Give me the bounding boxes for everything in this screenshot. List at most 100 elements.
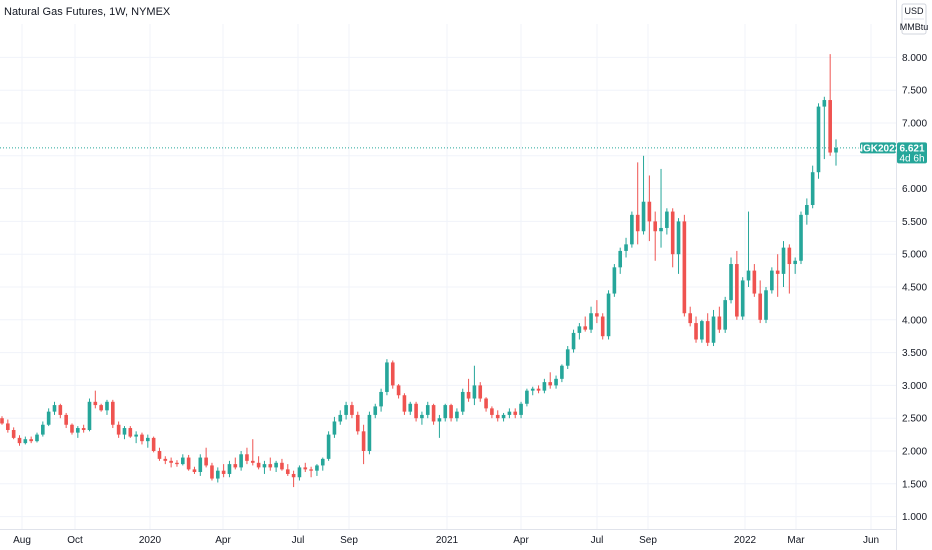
candle-body (694, 323, 698, 340)
candle (186, 454, 191, 471)
candle (17, 435, 22, 446)
candle-body (23, 439, 28, 444)
candle (245, 447, 249, 465)
candle (227, 460, 232, 478)
price-badge (897, 142, 927, 164)
candle (700, 319, 704, 343)
candle (560, 364, 564, 383)
candle-body (303, 467, 308, 470)
candle-body (764, 290, 768, 320)
candle-body (624, 244, 628, 251)
y-tick-label: 5.500 (902, 217, 927, 228)
candle-body (128, 428, 133, 437)
candle (758, 280, 762, 324)
candle-body (665, 211, 669, 228)
candle (612, 264, 617, 297)
candle (355, 411, 360, 435)
candle (595, 300, 599, 324)
candle (455, 408, 459, 422)
candle (431, 403, 436, 425)
candle (23, 436, 28, 445)
countdown-label: 4d 6h (899, 153, 924, 164)
candle-body (530, 388, 535, 391)
candle-body (443, 405, 448, 419)
candle (600, 313, 605, 340)
candle (379, 388, 383, 412)
candle-body (659, 227, 663, 232)
candle-body (291, 473, 296, 478)
candle-body (630, 214, 634, 245)
candle (793, 257, 797, 274)
x-tick-label: Apr (215, 535, 231, 546)
candle-body (186, 457, 191, 470)
candle-body (58, 405, 63, 415)
candle-body (64, 414, 68, 425)
candle-body (280, 462, 284, 470)
candle-body (501, 414, 506, 419)
candle (495, 410, 500, 422)
candle (577, 323, 582, 340)
candle-body (787, 247, 792, 265)
candle-body (204, 457, 208, 466)
candle-body (700, 321, 704, 340)
candle (402, 393, 407, 415)
candle (373, 403, 378, 419)
candle-body (41, 424, 45, 435)
candle (87, 398, 92, 432)
candle (233, 457, 238, 470)
candle (624, 237, 628, 258)
candle (285, 464, 290, 476)
candle (834, 139, 838, 166)
candle-body (46, 411, 51, 425)
x-tick-label: Jun (863, 535, 879, 546)
candle-body (490, 408, 494, 415)
candle (810, 165, 815, 209)
x-tick-label: 2021 (436, 535, 459, 546)
candle-body (612, 267, 617, 294)
y-tick-label: 5.000 (902, 250, 927, 261)
candle-body (233, 464, 238, 468)
candle (635, 162, 640, 245)
candle-body (309, 469, 313, 471)
candle-body (484, 398, 488, 409)
candle (770, 267, 774, 294)
candle-body (525, 390, 529, 404)
candle (799, 211, 803, 265)
candle-body (198, 457, 203, 472)
candle-body (361, 431, 366, 451)
candle-body (688, 313, 693, 324)
candle (111, 399, 115, 429)
candle-body (210, 465, 214, 479)
candle-body (297, 467, 302, 478)
candle-body (466, 391, 471, 399)
candle (542, 378, 547, 394)
candle-body (268, 464, 273, 468)
candle (268, 457, 273, 471)
candle (291, 470, 296, 488)
candle (134, 431, 138, 444)
candle-body (192, 469, 197, 472)
candle-body (758, 293, 762, 320)
candle (822, 96, 827, 160)
candle-body (373, 406, 378, 415)
y-tick-label: 1.000 (902, 512, 927, 523)
x-tick-label: Mar (787, 535, 805, 546)
x-tick-label: Aug (13, 535, 31, 546)
unit-selector[interactable]: USD MMBtu (900, 3, 929, 35)
candle-body (180, 457, 185, 465)
candle (729, 257, 733, 304)
candle-body (513, 411, 518, 415)
candle-body (29, 439, 33, 442)
candle (519, 401, 523, 419)
candle (76, 426, 80, 438)
candle (420, 411, 424, 425)
y-tick-label: 7.500 (902, 86, 927, 97)
candle (606, 290, 611, 340)
candle (571, 329, 576, 353)
candle-body (542, 382, 547, 391)
candle-body (396, 385, 401, 396)
candle (775, 254, 780, 297)
candle (682, 214, 687, 317)
candle-body (99, 405, 103, 411)
candle (589, 306, 593, 333)
